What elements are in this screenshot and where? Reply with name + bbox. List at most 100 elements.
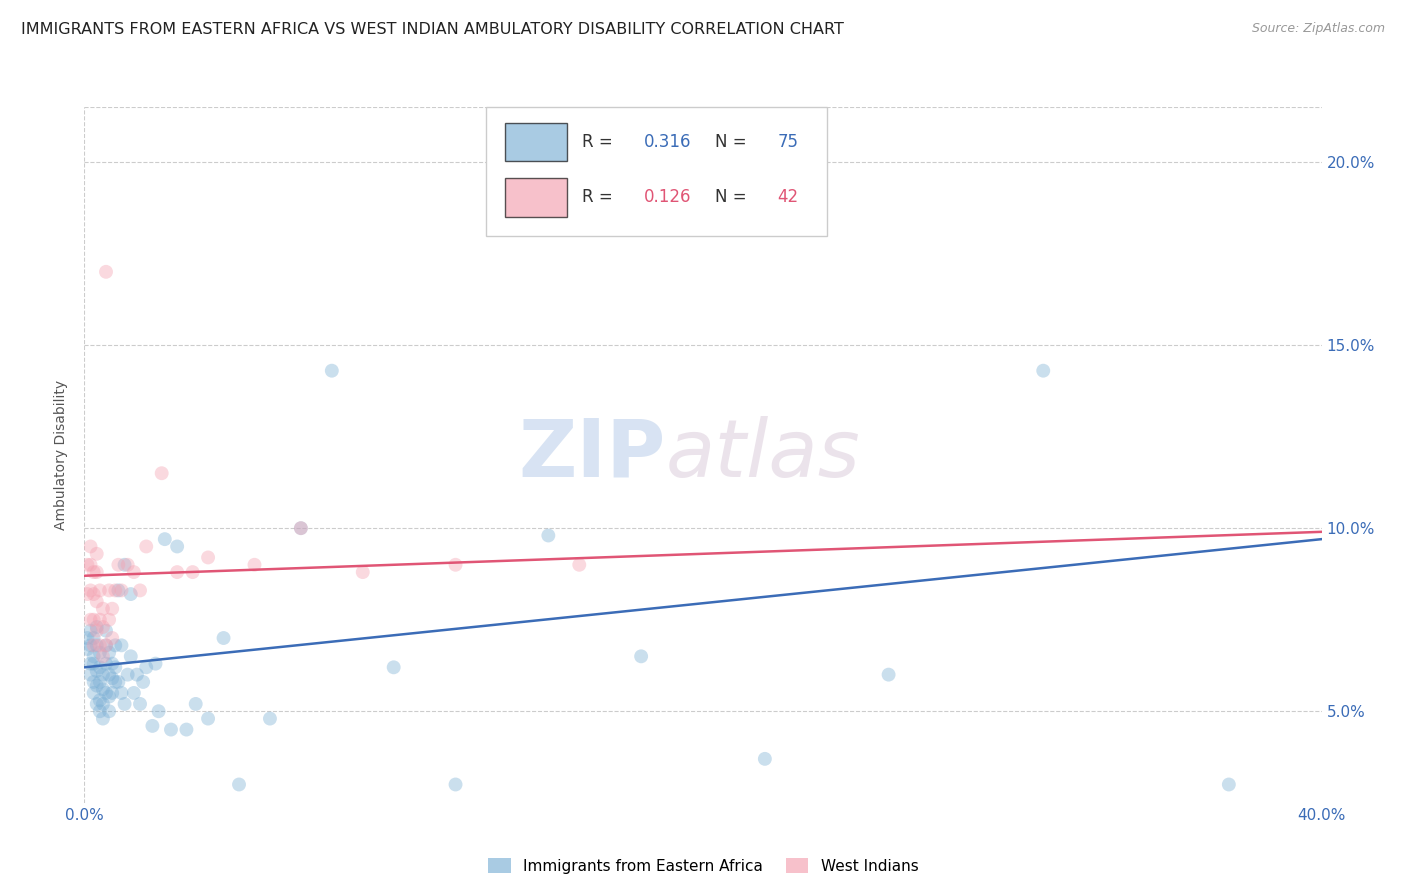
Point: [129, 697, 152, 711]
Point: [148, 704, 170, 718]
Point: [98, 667, 121, 681]
Point: [94, 638, 117, 652]
Point: [94, 265, 117, 279]
Point: [83, 657, 105, 671]
Point: [150, 467, 173, 481]
FancyBboxPatch shape: [505, 123, 567, 161]
Point: [166, 540, 188, 554]
Point: [754, 752, 776, 766]
Point: [79, 638, 101, 652]
Text: 0.316: 0.316: [644, 133, 692, 151]
Point: [91, 712, 114, 726]
Point: [212, 631, 235, 645]
Point: [568, 558, 591, 572]
Point: [91, 682, 114, 697]
Point: [125, 667, 148, 681]
Point: [145, 657, 167, 671]
Point: [98, 646, 121, 660]
Legend: Immigrants from Eastern Africa, West Indians: Immigrants from Eastern Africa, West Ind…: [481, 852, 925, 880]
Point: [352, 565, 374, 579]
Point: [537, 528, 560, 542]
Point: [290, 521, 312, 535]
Text: 0.126: 0.126: [644, 188, 692, 206]
Point: [83, 565, 105, 579]
Point: [181, 565, 204, 579]
Point: [89, 704, 111, 718]
Point: [104, 638, 127, 652]
Point: [86, 594, 108, 608]
Point: [86, 620, 108, 634]
Point: [76, 642, 98, 657]
Text: N =: N =: [716, 188, 752, 206]
Point: [110, 638, 132, 652]
Point: [83, 675, 105, 690]
Point: [89, 646, 111, 660]
Point: [91, 620, 114, 634]
Point: [444, 558, 467, 572]
Point: [1032, 364, 1054, 378]
Point: [79, 583, 101, 598]
Point: [114, 558, 136, 572]
Text: R =: R =: [582, 133, 617, 151]
Point: [79, 624, 101, 638]
Point: [160, 723, 183, 737]
Point: [120, 649, 142, 664]
Text: 75: 75: [778, 133, 799, 151]
Point: [107, 675, 129, 690]
Point: [83, 587, 105, 601]
Text: IMMIGRANTS FROM EASTERN AFRICA VS WEST INDIAN AMBULATORY DISABILITY CORRELATION : IMMIGRANTS FROM EASTERN AFRICA VS WEST I…: [21, 22, 844, 37]
Point: [117, 558, 139, 572]
Point: [101, 631, 124, 645]
Point: [444, 777, 467, 791]
Point: [83, 686, 105, 700]
Point: [122, 686, 145, 700]
Point: [94, 638, 117, 652]
Point: [101, 686, 124, 700]
Point: [83, 631, 105, 645]
Point: [122, 565, 145, 579]
Point: [228, 777, 250, 791]
Point: [79, 558, 101, 572]
Point: [98, 583, 121, 598]
Point: [135, 660, 157, 674]
Point: [382, 660, 405, 674]
Point: [86, 664, 108, 678]
Point: [79, 667, 101, 681]
Point: [79, 657, 101, 671]
Point: [101, 657, 124, 671]
Point: [89, 675, 111, 690]
Point: [153, 532, 176, 546]
Point: [86, 547, 108, 561]
Point: [259, 712, 281, 726]
Point: [86, 565, 108, 579]
Point: [166, 565, 188, 579]
Point: [89, 583, 111, 598]
Point: [197, 712, 219, 726]
Y-axis label: Ambulatory Disability: Ambulatory Disability: [55, 380, 69, 530]
Point: [86, 697, 108, 711]
Point: [79, 613, 101, 627]
Point: [94, 657, 117, 671]
Point: [86, 679, 108, 693]
Point: [101, 671, 124, 685]
Point: [135, 540, 157, 554]
Point: [107, 558, 129, 572]
Point: [104, 675, 127, 690]
Point: [86, 638, 108, 652]
Point: [94, 624, 117, 638]
Text: ZIP: ZIP: [519, 416, 666, 494]
Point: [104, 583, 127, 598]
Point: [76, 631, 98, 645]
Point: [197, 550, 219, 565]
Point: [91, 697, 114, 711]
Point: [129, 583, 152, 598]
Point: [91, 601, 114, 615]
Point: [117, 667, 139, 681]
Point: [101, 601, 124, 615]
Point: [76, 587, 98, 601]
Point: [107, 583, 129, 598]
Text: 42: 42: [778, 188, 799, 206]
Text: atlas: atlas: [666, 416, 860, 494]
Point: [120, 587, 142, 601]
Point: [877, 667, 900, 681]
